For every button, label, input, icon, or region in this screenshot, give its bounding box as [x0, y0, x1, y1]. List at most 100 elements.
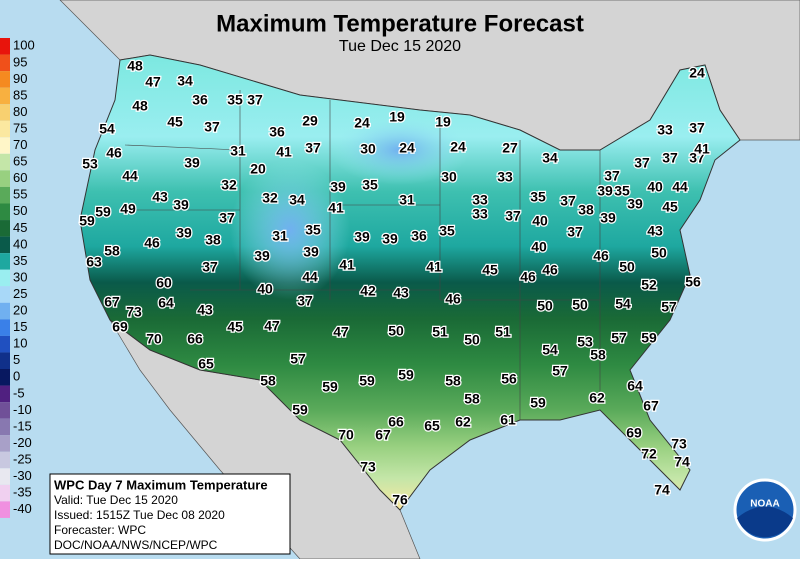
station-temp: 53 — [577, 334, 593, 350]
legend-swatch — [0, 186, 10, 204]
legend-label: 15 — [13, 319, 27, 334]
station-temp: 34 — [542, 150, 558, 166]
info-issued: Issued: 1515Z Tue Dec 08 2020 — [54, 508, 225, 522]
legend-label: -30 — [13, 468, 32, 483]
station-temp: 47 — [264, 318, 280, 334]
station-temp: 39 — [600, 210, 616, 226]
station-temp: 37 — [247, 92, 263, 108]
station-temp: 45 — [167, 114, 183, 130]
legend-swatch — [0, 104, 10, 121]
station-temp: 48 — [132, 98, 148, 114]
station-temp: 54 — [615, 296, 631, 312]
station-temp: 62 — [589, 390, 605, 406]
station-temp: 60 — [156, 275, 172, 291]
station-temp: 50 — [388, 323, 404, 339]
legend-label: 65 — [13, 154, 27, 169]
station-temp: 67 — [643, 398, 659, 414]
legend: 1009590858075706560555045403530252015105… — [0, 38, 35, 518]
station-temp: 20 — [250, 161, 266, 177]
station-temp: 58 — [590, 347, 606, 363]
station-temp: 37 — [689, 120, 705, 136]
station-temp: 24 — [689, 65, 705, 81]
station-temp: 33 — [657, 122, 673, 138]
legend-label: 30 — [13, 269, 27, 284]
station-temp: 52 — [641, 277, 657, 293]
legend-swatch — [0, 203, 10, 221]
station-temp: 24 — [354, 115, 370, 131]
station-temp: 31 — [230, 143, 246, 159]
info-box — [49, 473, 291, 555]
station-temp: 43 — [647, 223, 663, 239]
station-temp: 35 — [227, 92, 243, 108]
station-temp: 46 — [520, 269, 536, 285]
station-temp: 44 — [672, 179, 688, 195]
station-temp: 39 — [597, 183, 613, 199]
legend-swatch — [0, 352, 10, 369]
station-temp: 74 — [674, 454, 690, 470]
noaa-logo-wave — [737, 506, 793, 538]
station-temp: 51 — [432, 324, 448, 340]
station-temp: 37 — [297, 293, 313, 309]
station-temp: 59 — [398, 367, 414, 383]
station-temp: 58 — [104, 243, 120, 259]
station-temp: 44 — [302, 269, 318, 285]
station-temp: 38 — [578, 202, 594, 218]
station-temp: 45 — [662, 199, 678, 215]
station-temp: 40 — [532, 213, 548, 229]
station-temp: 51 — [495, 324, 511, 340]
station-temp: 67 — [104, 294, 120, 310]
station-temp: 31 — [272, 228, 288, 244]
station-temp: 46 — [593, 248, 609, 264]
station-temp: 47 — [333, 324, 349, 340]
info-title: WPC Day 7 Maximum Temperature — [54, 477, 268, 492]
station-temp: 50 — [537, 298, 553, 314]
station-temp: 41 — [426, 259, 442, 275]
station-temp: 70 — [146, 331, 162, 347]
station-temp: 38 — [205, 232, 221, 248]
legend-label: 80 — [13, 104, 27, 119]
info-valid: Valid: Tue Dec 15 2020 — [54, 493, 178, 507]
station-temp: 56 — [501, 371, 517, 387]
station-temp: 34 — [289, 192, 305, 208]
station-temp: 64 — [158, 295, 174, 311]
legend-label: 5 — [13, 352, 20, 367]
station-temp: 73 — [126, 304, 142, 320]
station-temp: 40 — [257, 281, 273, 297]
station-temp: 48 — [127, 58, 143, 74]
legend-swatch — [0, 484, 10, 502]
legend-swatch — [0, 435, 10, 452]
station-temp: 37 — [662, 150, 678, 166]
station-temp: 57 — [290, 351, 306, 367]
legend-label: 20 — [13, 303, 27, 318]
station-temp: 41 — [328, 200, 344, 216]
legend-swatch — [0, 269, 10, 287]
station-temp: 59 — [79, 213, 95, 229]
station-temp: 56 — [685, 274, 701, 290]
station-temp: 33 — [497, 169, 513, 185]
station-temp: 57 — [611, 330, 627, 346]
station-temp: 67 — [375, 427, 391, 443]
state-lines — [120, 90, 601, 420]
info-source: DOC/NOAA/NWS/NCEP/WPC — [54, 538, 218, 552]
legend-swatch — [0, 220, 10, 237]
station-temp: 49 — [120, 201, 136, 217]
legend-swatch — [0, 302, 10, 320]
station-temp: 40 — [531, 239, 547, 255]
legend-label: 85 — [13, 87, 27, 102]
station-temp: 37 — [305, 140, 321, 156]
station-temp: 39 — [303, 244, 319, 260]
station-temp: 69 — [626, 425, 642, 441]
station-temp: 19 — [435, 114, 451, 130]
legend-label: -20 — [13, 435, 32, 450]
station-temp: 37 — [634, 155, 650, 171]
info-forecaster: Forecaster: WPC — [54, 523, 146, 537]
station-temp: 58 — [260, 373, 276, 389]
legend-swatch — [0, 38, 10, 55]
station-temp: 46 — [445, 291, 461, 307]
legend-label: 35 — [13, 253, 27, 268]
legend-label: 75 — [13, 120, 27, 135]
station-temp: 53 — [82, 156, 98, 172]
legend-swatch — [0, 385, 10, 403]
